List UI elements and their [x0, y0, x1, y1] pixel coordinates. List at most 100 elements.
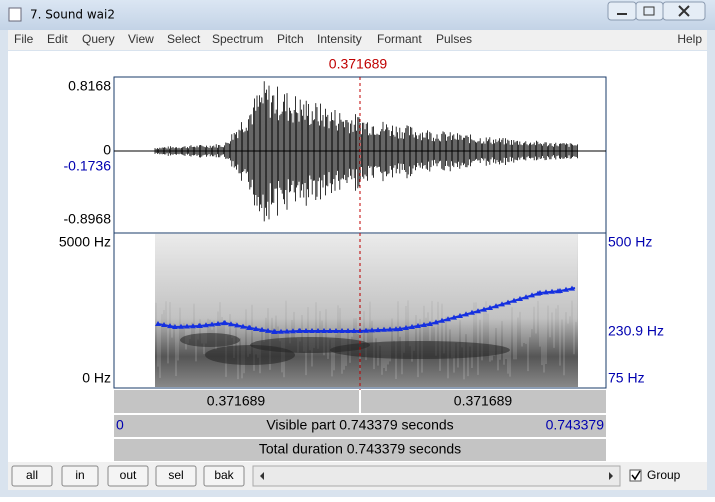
pitch-marker — [197, 323, 203, 328]
pitch-marker — [321, 328, 327, 333]
waveform-cursor-value: -0.1736 — [64, 158, 112, 174]
pitch-marker — [327, 328, 333, 333]
group-label: Group — [647, 468, 681, 482]
minimize-button[interactable] — [607, 1, 637, 21]
selection-right[interactable] — [361, 390, 606, 413]
pitch-marker — [427, 321, 433, 326]
pitch-marker — [303, 328, 309, 333]
visible-bar[interactable] — [114, 415, 606, 437]
menu-item[interactable]: Intensity — [317, 32, 362, 46]
window-icon — [8, 7, 22, 22]
scrollbar[interactable] — [252, 465, 621, 487]
pitch-marker — [290, 328, 296, 334]
pitch-marker — [439, 317, 445, 323]
maximize-button[interactable] — [635, 1, 664, 21]
pitch-marker — [397, 326, 403, 331]
waveform-zero: 0 — [103, 142, 111, 158]
menu-item[interactable]: File — [14, 32, 34, 46]
checkbox-tick — [631, 470, 641, 481]
maximize-icon — [643, 6, 655, 16]
pitch-marker — [451, 314, 457, 320]
toolbar-button[interactable] — [107, 465, 149, 487]
visible-start: 0 — [116, 417, 124, 433]
pitch-marker — [421, 322, 427, 327]
menu-item[interactable]: Edit — [47, 32, 68, 46]
pitch-max: 500 Hz — [608, 234, 652, 250]
pitch-marker — [265, 327, 271, 333]
pitch-marker — [339, 328, 345, 333]
freq-max: 5000 Hz — [59, 234, 111, 250]
pitch-marker — [190, 323, 196, 329]
menu-item[interactable]: View — [128, 32, 154, 46]
pitch-marker — [369, 327, 375, 333]
pitch-marker — [493, 303, 499, 309]
pitch-marker — [315, 328, 321, 333]
pitch-marker — [481, 306, 487, 312]
pitch-marker — [333, 328, 339, 333]
pitch-marker — [234, 322, 240, 328]
pitch-marker — [409, 324, 415, 329]
pitch-marker — [433, 319, 439, 325]
pitch-marker — [172, 324, 178, 329]
menu-item[interactable]: Pulses — [436, 32, 472, 46]
pitch-marker — [457, 313, 463, 318]
selection-left[interactable] — [114, 390, 359, 413]
cursor-time: 0.371689 — [329, 56, 388, 72]
pitch-marker — [351, 328, 357, 333]
pitch-marker — [284, 328, 290, 334]
waveform-max: 0.8168 — [68, 78, 111, 94]
pitch-marker — [363, 327, 369, 333]
pitch-marker — [549, 288, 555, 294]
visible-end: 0.743379 — [546, 417, 605, 433]
pitch-marker — [209, 321, 215, 327]
spectrogram — [155, 234, 578, 387]
pitch-marker — [247, 325, 253, 330]
window-controls — [607, 1, 706, 21]
menu-item[interactable]: Pitch — [277, 32, 304, 46]
total-bar[interactable] — [114, 439, 606, 461]
pitch-marker — [403, 325, 409, 330]
toolbar-button[interactable] — [61, 465, 99, 487]
menu-item[interactable]: Spectrum — [212, 32, 263, 46]
pitch-marker — [543, 289, 549, 295]
total-label: Total duration 0.743379 seconds — [259, 441, 461, 457]
pitch-marker — [155, 321, 161, 326]
window-title: 7. Sound wai2 — [30, 8, 115, 22]
pitch-marker — [529, 292, 535, 298]
buttons: all in out sel bak — [11, 465, 245, 487]
group-checkbox[interactable] — [629, 469, 642, 482]
pitch-marker — [445, 316, 451, 322]
pitch-marker — [463, 311, 469, 317]
pitch-marker — [563, 286, 569, 292]
menu-item[interactable]: Formant — [377, 32, 422, 46]
pitch-marker — [184, 323, 190, 329]
toolbar-button[interactable] — [11, 465, 53, 487]
pitch-marker — [523, 294, 529, 300]
menu-item[interactable]: Query — [82, 32, 115, 46]
toolbar-button[interactable] — [155, 465, 197, 487]
pitch-marker — [178, 323, 184, 329]
pitch-marker — [469, 309, 475, 315]
striations — [155, 234, 577, 380]
toolbar-button-label: in — [75, 468, 84, 482]
menu-help[interactable]: Help — [677, 32, 702, 46]
pitch-marker — [393, 326, 399, 332]
pitch-marker — [161, 322, 167, 328]
toolbar-button[interactable] — [203, 465, 245, 487]
pitch-marker — [167, 323, 173, 329]
toolbar-button-label: out — [120, 468, 137, 482]
pitch-marker — [499, 301, 505, 307]
pitch-marker — [487, 305, 493, 310]
pitch-marker — [415, 323, 421, 328]
pitch-marker — [222, 320, 228, 325]
pitch-marker — [375, 327, 381, 333]
selection-left-time: 0.371689 — [207, 393, 266, 409]
spectrogram-texture — [155, 234, 577, 380]
visible-label: Visible part 0.743379 seconds — [266, 417, 453, 433]
toolbar-button-label: bak — [214, 468, 234, 482]
menu-item[interactable]: Select — [167, 32, 201, 46]
pitch-min: 75 Hz — [608, 370, 645, 386]
pitch-marker — [240, 323, 246, 329]
formant-band — [330, 341, 510, 359]
